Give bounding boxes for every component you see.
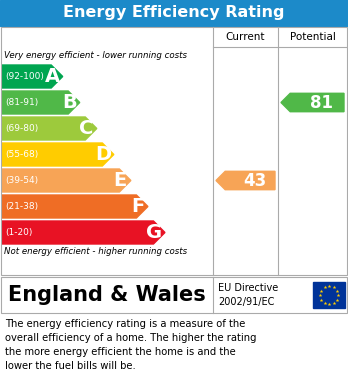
Polygon shape: [2, 117, 97, 140]
Text: 81: 81: [310, 93, 333, 111]
Text: Not energy efficient - higher running costs: Not energy efficient - higher running co…: [4, 246, 187, 255]
Bar: [0, 276, 348, 314]
Polygon shape: [2, 65, 63, 88]
Text: C: C: [79, 119, 94, 138]
Bar: [0, 26, 348, 276]
Text: (81-91): (81-91): [5, 98, 38, 107]
Text: F: F: [131, 197, 144, 216]
Text: (39-54): (39-54): [5, 176, 38, 185]
Bar: [0, 314, 348, 391]
Text: B: B: [62, 93, 77, 112]
Text: EU Directive
2002/91/EC: EU Directive 2002/91/EC: [218, 283, 278, 307]
Bar: [1, 27, 347, 275]
Text: Current: Current: [226, 32, 265, 42]
Polygon shape: [281, 93, 344, 112]
Text: Potential: Potential: [290, 32, 335, 42]
Polygon shape: [2, 195, 148, 218]
Text: England & Wales: England & Wales: [8, 285, 205, 305]
Text: G: G: [147, 223, 163, 242]
Polygon shape: [2, 221, 165, 244]
Text: E: E: [114, 171, 127, 190]
Text: D: D: [95, 145, 111, 164]
Text: (1-20): (1-20): [5, 228, 32, 237]
Text: (69-80): (69-80): [5, 124, 38, 133]
Bar: [313, 282, 345, 308]
Polygon shape: [2, 169, 131, 192]
Bar: [0, 0, 348, 26]
Text: The energy efficiency rating is a measure of the
overall efficiency of a home. T: The energy efficiency rating is a measur…: [5, 319, 256, 371]
Bar: [1, 277, 347, 313]
Polygon shape: [2, 91, 80, 114]
Text: (55-68): (55-68): [5, 150, 38, 159]
Text: (21-38): (21-38): [5, 202, 38, 211]
Text: A: A: [45, 67, 60, 86]
Polygon shape: [216, 171, 275, 190]
Text: (92-100): (92-100): [5, 72, 44, 81]
Text: Energy Efficiency Rating: Energy Efficiency Rating: [63, 5, 285, 20]
Text: Very energy efficient - lower running costs: Very energy efficient - lower running co…: [4, 52, 187, 61]
Polygon shape: [2, 143, 114, 166]
Text: 43: 43: [243, 172, 266, 190]
